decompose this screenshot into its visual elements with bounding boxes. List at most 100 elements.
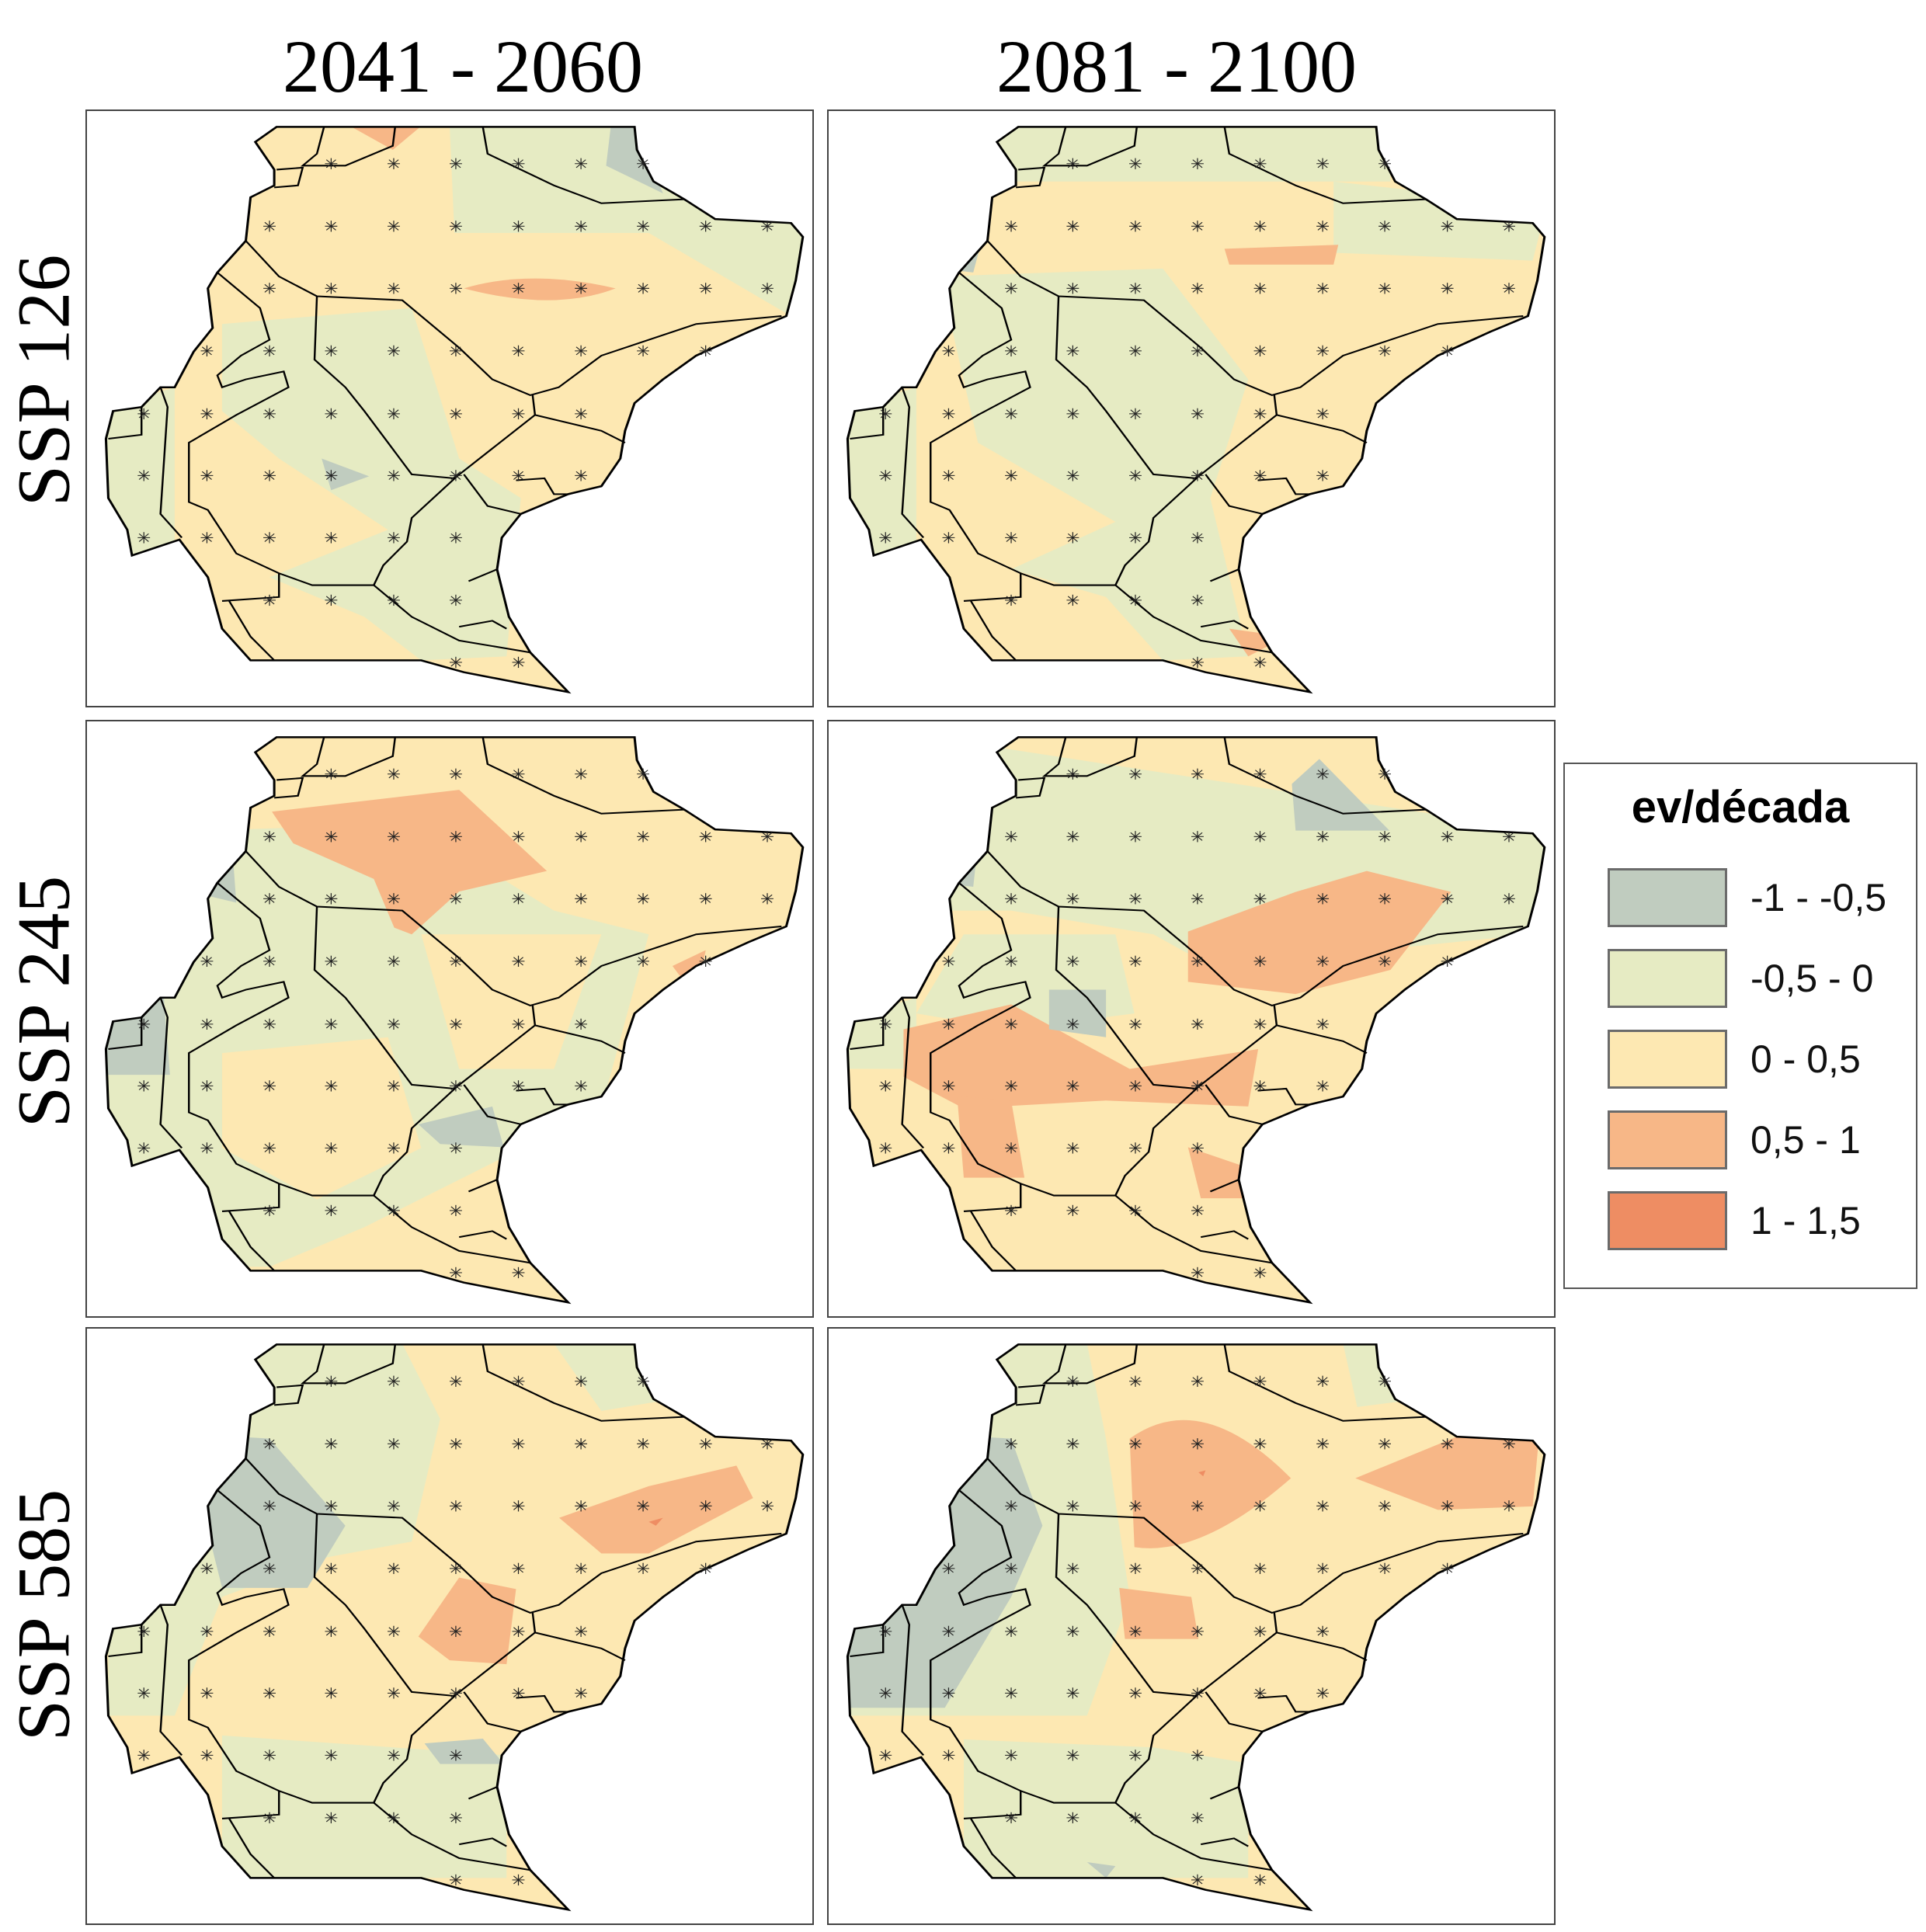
significance-marker xyxy=(450,893,462,905)
significance-marker xyxy=(1005,470,1017,481)
significance-marker xyxy=(325,1375,338,1387)
zone-class-3 xyxy=(1129,1419,1292,1548)
significance-marker xyxy=(325,470,338,481)
significance-marker xyxy=(699,893,712,905)
zone-class-3 xyxy=(464,278,616,301)
significance-marker xyxy=(1253,1018,1267,1030)
map-panel-ssp126-2081-2100 xyxy=(827,109,1556,707)
internal-border xyxy=(534,1631,626,1661)
internal-border xyxy=(221,573,280,602)
region-outline xyxy=(846,1343,1546,1912)
significance-marker xyxy=(575,158,588,169)
legend-item: -1 - -0,5 xyxy=(1608,867,1886,929)
significance-marker xyxy=(1191,1080,1204,1092)
significance-marker xyxy=(388,283,400,294)
internal-border xyxy=(1041,127,1139,167)
zone-class-3 xyxy=(1224,245,1339,265)
internal-border xyxy=(274,1384,304,1406)
significance-marker xyxy=(1191,594,1204,606)
significance-marker xyxy=(450,1267,462,1279)
significance-marker xyxy=(942,532,955,544)
significance-marker xyxy=(450,221,462,232)
significance-marker xyxy=(1316,1018,1330,1030)
internal-border xyxy=(458,620,507,630)
significance-marker xyxy=(1129,1500,1142,1512)
significance-marker xyxy=(388,1375,400,1387)
internal-border xyxy=(274,166,304,189)
significance-marker xyxy=(1005,1562,1017,1574)
significance-marker xyxy=(1191,1750,1204,1761)
zone-class-3 xyxy=(272,790,548,935)
significance-marker xyxy=(1316,831,1330,843)
internal-border xyxy=(313,906,537,1090)
significance-marker xyxy=(137,1625,151,1638)
significance-marker xyxy=(325,594,338,606)
significance-marker xyxy=(1129,470,1142,481)
map-svg xyxy=(846,1343,1546,1912)
significance-marker xyxy=(1066,1500,1079,1512)
significance-marker xyxy=(1129,1204,1142,1217)
significance-marker xyxy=(1005,1687,1017,1699)
significance-marker xyxy=(575,893,588,905)
significance-marker xyxy=(1066,1375,1079,1387)
significance-marker xyxy=(1005,283,1017,294)
significance-marker xyxy=(1191,158,1204,169)
significance-marker xyxy=(1005,1625,1017,1638)
significance-marker xyxy=(388,470,400,481)
significance-marker xyxy=(1191,1204,1204,1217)
value-zones xyxy=(847,1344,1545,1910)
significance-marker xyxy=(137,1018,151,1030)
internal-border xyxy=(516,1694,568,1713)
significance-marker xyxy=(1316,1438,1330,1450)
significance-marker xyxy=(1005,955,1017,967)
internal-border xyxy=(1257,1087,1310,1106)
significance-marker xyxy=(575,768,588,780)
significance-marker xyxy=(1129,221,1142,232)
significance-marker xyxy=(512,1687,525,1699)
internal-border xyxy=(1276,1024,1368,1054)
internal-border xyxy=(1016,1384,1046,1406)
significance-marker xyxy=(263,532,276,544)
significance-marker xyxy=(637,1438,650,1450)
significance-marker xyxy=(450,1874,462,1886)
zone-class-1 xyxy=(940,268,1249,661)
column-title-2041-2060: 2041 - 2060 xyxy=(283,25,643,108)
significance-marker xyxy=(575,1018,588,1030)
significance-marker xyxy=(450,1562,462,1574)
significance-marker xyxy=(1191,1142,1204,1154)
significance-marker xyxy=(1253,345,1267,356)
significance-marker xyxy=(388,1625,400,1638)
significance-marker xyxy=(200,408,214,420)
internal-border xyxy=(1200,1837,1249,1847)
map-panel-ssp245-2081-2100 xyxy=(827,720,1556,1318)
row-label-ssp585: SSP 585 xyxy=(2,1489,85,1742)
significance-marker xyxy=(942,408,955,420)
map-svg xyxy=(104,1343,805,1912)
significance-marker xyxy=(1316,893,1330,905)
significance-marker xyxy=(1005,1204,1017,1217)
zone-class-1 xyxy=(221,1735,507,1878)
significance-marker xyxy=(450,1204,462,1217)
internal-border xyxy=(300,127,397,167)
significance-marker xyxy=(942,955,955,967)
internal-border xyxy=(963,573,1022,602)
significance-marker xyxy=(1253,408,1267,420)
significance-marker xyxy=(1253,158,1267,169)
significance-marker xyxy=(263,1142,276,1154)
significance-marker xyxy=(512,1874,525,1886)
significance-marker xyxy=(1441,893,1454,905)
internal-border xyxy=(901,997,925,1149)
significance-marker xyxy=(761,1500,774,1512)
significance-marker xyxy=(200,1080,214,1092)
significance-marker xyxy=(1253,768,1267,780)
significance-marker xyxy=(1316,955,1330,967)
significance-marker xyxy=(200,955,214,967)
significance-marker xyxy=(1129,1625,1142,1638)
zone-class-0 xyxy=(1048,989,1107,1037)
significance-marker xyxy=(637,768,650,780)
significance-marker xyxy=(200,1625,214,1638)
significance-marker xyxy=(450,283,462,294)
internal-border xyxy=(458,1230,507,1240)
significance-marker xyxy=(1191,1500,1204,1512)
significance-marker xyxy=(1005,1750,1017,1761)
